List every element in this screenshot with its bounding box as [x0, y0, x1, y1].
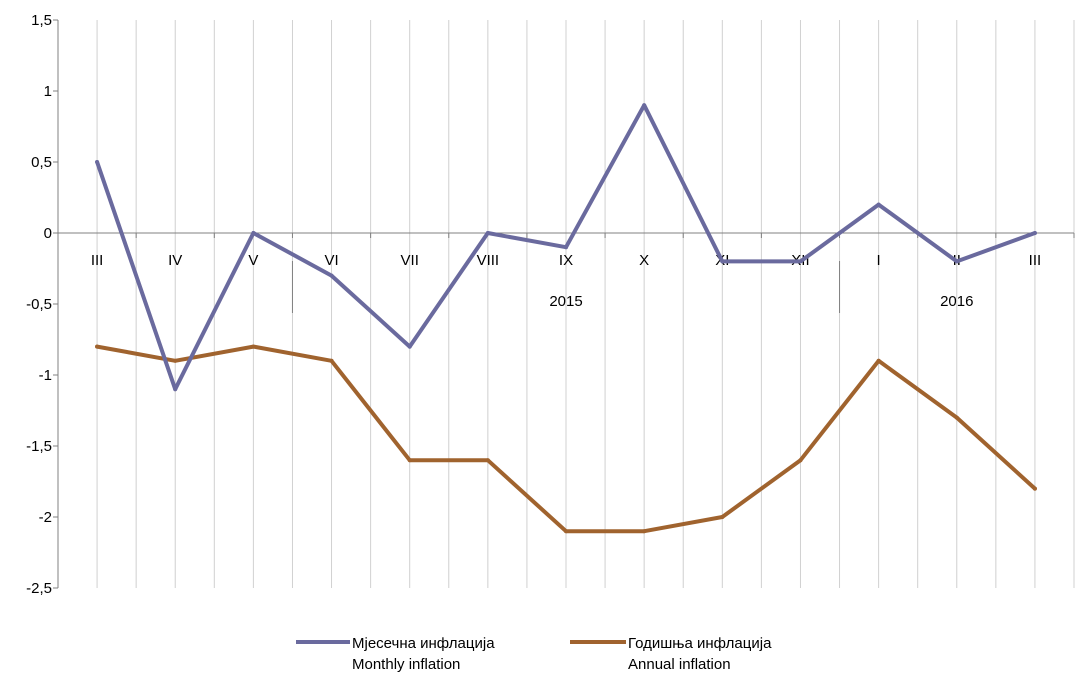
series-lines	[95, 103, 1037, 534]
data-point-annual	[407, 458, 412, 463]
legend: Мјесечна инфлација Monthly inflation Год…	[296, 635, 772, 673]
data-point-annual	[95, 344, 100, 349]
x-category-label: IX	[559, 252, 573, 269]
legend-label-monthly-en: Monthly inflation	[352, 656, 460, 673]
legend-item-annual: Годишња инфлација Annual inflation	[570, 635, 772, 673]
x-category-label: III	[1029, 252, 1042, 269]
x-axis-year-labels: 2015 2016	[549, 293, 973, 310]
y-axis-tick-labels: 1,5 1 0,5 0 -0,5 -1 -1,5 -2 -2,5	[26, 12, 58, 597]
data-point-monthly	[407, 344, 412, 349]
legend-label-monthly: Мјесечна инфлација	[352, 635, 495, 652]
y-tick-label: -1	[39, 367, 52, 384]
data-point-monthly	[954, 259, 959, 264]
data-point-annual	[329, 358, 334, 363]
data-point-annual	[798, 458, 803, 463]
data-point-monthly	[173, 387, 178, 392]
data-point-annual	[564, 529, 568, 534]
data-point-annual	[1032, 486, 1037, 491]
y-tick-label: -2	[39, 509, 52, 526]
x-axis-category-labels: IIIIVVVIVIIVIIIIXXXIXIIIIIIII	[91, 252, 1041, 269]
x-category-label: VIII	[477, 252, 500, 269]
data-point-annual	[876, 358, 881, 363]
x-category-label: I	[877, 252, 881, 269]
data-point-monthly	[876, 202, 881, 207]
y-tick-label: 0,5	[31, 154, 52, 171]
data-point-monthly	[1032, 231, 1037, 235]
y-tick-label: -1,5	[26, 438, 52, 455]
x-category-label: V	[248, 252, 258, 269]
data-point-monthly	[251, 231, 256, 235]
vertical-gridlines	[57, 20, 1075, 588]
x-category-label: X	[639, 252, 649, 269]
y-tick-label: 1	[44, 83, 52, 100]
data-point-monthly	[642, 103, 647, 108]
x-category-label: III	[91, 252, 104, 269]
data-point-monthly	[95, 160, 100, 164]
data-point-annual	[954, 415, 959, 420]
data-point-annual	[251, 344, 256, 349]
legend-label-annual: Годишња инфлација	[628, 635, 772, 652]
legend-item-monthly: Мјесечна инфлација Monthly inflation	[296, 635, 495, 673]
y-tick-label: 0	[44, 225, 52, 242]
y-tick-label: -2,5	[26, 580, 52, 597]
data-point-annual	[720, 515, 725, 519]
x-year-label: 2016	[940, 293, 973, 310]
data-point-monthly	[720, 259, 725, 264]
x-year-label: 2015	[549, 293, 582, 310]
x-category-label: VII	[401, 252, 419, 269]
data-point-monthly	[564, 245, 568, 250]
data-point-monthly	[485, 231, 490, 235]
legend-label-annual-en: Annual inflation	[628, 656, 731, 673]
data-point-monthly	[798, 259, 803, 264]
y-tick-label: -0,5	[26, 296, 52, 313]
data-point-annual	[485, 458, 490, 463]
x-category-label: IV	[168, 252, 182, 269]
data-point-annual	[642, 529, 647, 534]
y-tick-label: 1,5	[31, 12, 52, 29]
data-point-annual	[173, 358, 178, 363]
data-point-monthly	[329, 273, 334, 278]
x-category-label: VI	[324, 252, 338, 269]
